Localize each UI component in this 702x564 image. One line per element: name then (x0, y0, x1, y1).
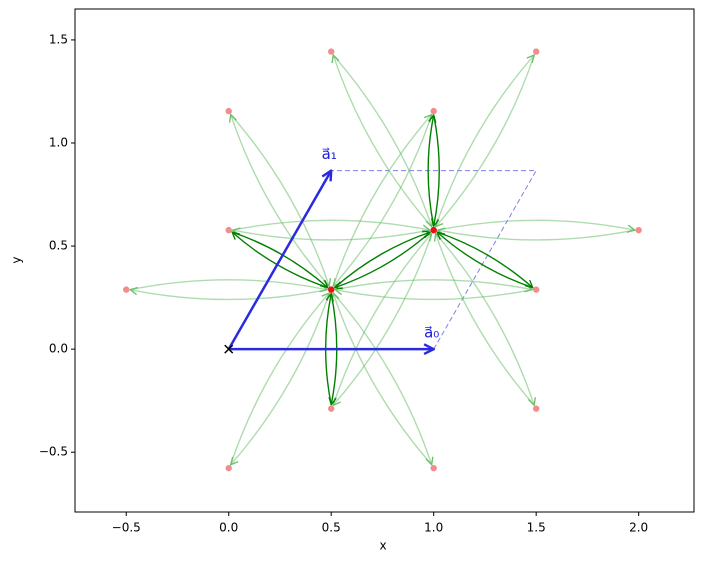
y-axis-label: y (10, 256, 24, 263)
hop-arc (130, 290, 328, 301)
x-tick-label: 1.0 (424, 521, 443, 535)
hop-arc (435, 233, 535, 406)
hop-arc (333, 114, 433, 287)
hop-arc (436, 54, 535, 227)
y-tick-label: −0.5 (39, 445, 68, 459)
hop-arc (437, 219, 635, 230)
hop-arc (437, 232, 533, 289)
hop-arc (333, 293, 433, 466)
hop-arc (438, 230, 635, 241)
hop-arc (332, 115, 432, 287)
lattice-point (123, 286, 130, 293)
y-tick-label: 0.0 (49, 342, 68, 356)
x-tick-label: −0.5 (112, 521, 141, 535)
hop-arc (335, 231, 431, 287)
hop-arc (434, 114, 440, 226)
vector-label: a⃗₀ (424, 324, 439, 342)
lattice-point (225, 107, 232, 115)
lattice-point (532, 405, 540, 412)
lattice-point (635, 226, 642, 234)
hop-arc (332, 292, 432, 465)
x-tick-label: 2.0 (629, 521, 648, 535)
hop-arc (436, 234, 535, 406)
hop-arc (130, 279, 327, 290)
hop-arc (230, 114, 330, 287)
hop-arc (231, 292, 330, 465)
hop-arc (335, 290, 533, 301)
lattice-point (430, 107, 437, 115)
x-tick-label: 1.5 (527, 521, 546, 535)
y-tick-label: 1.5 (49, 32, 68, 46)
hop-arc (335, 279, 532, 290)
lattice-vector (227, 171, 331, 350)
hop-arc (435, 55, 535, 227)
lattice-point (328, 48, 335, 55)
x-tick-label: 0.5 (322, 521, 341, 535)
x-axis-label: x (379, 539, 386, 553)
lattice-point (532, 286, 540, 293)
lattice-point (328, 286, 335, 293)
hop-arc (232, 219, 430, 230)
lattice-point (532, 48, 540, 55)
hop-arc (332, 234, 432, 406)
origin-marker (224, 344, 234, 354)
lattice-point (225, 464, 232, 472)
y-tick-label: 0.5 (49, 239, 68, 253)
hop-arc (427, 115, 434, 227)
hop-arc (231, 115, 330, 287)
lattice-point (430, 226, 437, 234)
x-tick-label: 0.0 (219, 521, 238, 535)
hop-arc (333, 233, 433, 406)
hop-arc (230, 293, 330, 465)
lattice-point (328, 405, 335, 412)
vector-label: a⃗₁ (322, 145, 337, 163)
hop-arc (334, 232, 431, 289)
unit-cell (331, 170, 538, 350)
hop-arc (233, 230, 430, 241)
y-tick-label: 1.0 (49, 135, 68, 149)
hop-arc (333, 55, 433, 228)
plot-frame (74, 8, 695, 513)
hop-arc (436, 231, 533, 287)
lattice-point (430, 464, 437, 472)
lattice-point (225, 226, 232, 234)
hop-arc (332, 54, 432, 227)
